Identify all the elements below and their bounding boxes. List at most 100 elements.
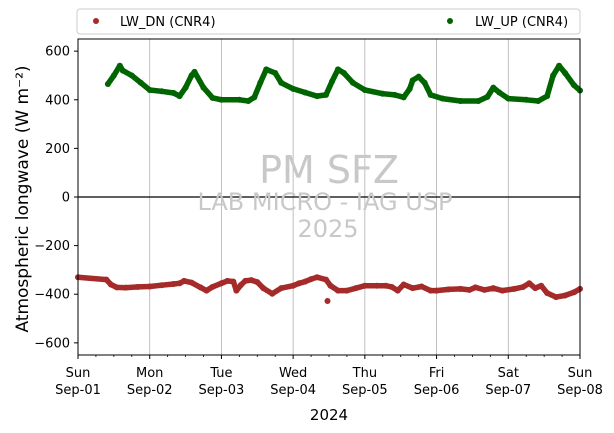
watermark-line-2: LAB MICRO - IAG USP [197, 188, 452, 216]
data-point [122, 284, 129, 291]
x-tick-label-day: Mon [136, 366, 163, 381]
data-point [418, 283, 425, 290]
data-point [520, 283, 527, 290]
data-point-outlier [324, 298, 331, 305]
data-point [490, 285, 497, 292]
data-point [481, 286, 488, 293]
data-point [278, 285, 285, 292]
x-tick-label-date: Sep-06 [414, 383, 460, 398]
data-point [334, 287, 341, 294]
x-tick-label-day: Sat [498, 366, 519, 381]
data-point [553, 294, 560, 301]
data-point [391, 91, 398, 98]
data-point [254, 279, 261, 286]
data-point [532, 285, 539, 292]
legend-box [76, 8, 581, 35]
data-point [103, 276, 110, 283]
data-point [176, 93, 183, 100]
data-point [230, 278, 237, 285]
data-point [496, 89, 503, 96]
data-point [526, 280, 533, 287]
data-point [556, 62, 563, 69]
data-point [296, 280, 303, 287]
data-point [251, 94, 258, 101]
data-point [427, 287, 434, 294]
data-point [421, 79, 428, 86]
data-point [182, 84, 189, 91]
data-point [233, 287, 240, 294]
data-point [218, 280, 225, 287]
data-point [433, 287, 440, 294]
data-point [472, 284, 479, 291]
data-point [349, 79, 356, 86]
data-point [409, 77, 416, 84]
data-point [308, 276, 315, 283]
data-point [352, 285, 359, 292]
x-tick-label-day: Fri [429, 366, 445, 381]
x-tick-label-date: Sep-01 [55, 383, 101, 398]
data-point [263, 66, 270, 73]
data-point [382, 282, 389, 289]
data-point [457, 97, 464, 104]
y-axis: −600 −400 −200 0 200 400 600 [34, 45, 78, 351]
data-point [107, 281, 114, 288]
legend-marker-lw-dn [93, 18, 99, 24]
x-tick-label-date: Sep-05 [342, 383, 388, 398]
x-tick-label-day: Wed [279, 366, 307, 381]
data-point [466, 286, 473, 293]
x-axis: Sun Sep-01 Mon Sep-02 Tue Sep-03 Wed Sep-04 Thu S… [55, 355, 603, 398]
data-point [445, 286, 452, 293]
legend: LW_DN (CNR4) LW_UP (CNR4) [76, 8, 581, 35]
x-tick-label-day: Tue [209, 366, 232, 381]
data-point [119, 67, 126, 74]
data-point [415, 73, 422, 80]
x-tick-label-date: Sep-04 [270, 383, 316, 398]
data-point [137, 79, 144, 86]
y-tick-label: −400 [34, 288, 70, 303]
series-lw-dn [75, 274, 583, 305]
data-point [439, 95, 446, 102]
y-tick-label: −200 [34, 239, 70, 254]
x-tick-label-date: Sep-07 [485, 383, 531, 398]
data-point [110, 72, 117, 79]
data-point [302, 89, 309, 96]
data-point [209, 94, 216, 101]
y-tick-label: −600 [34, 336, 70, 351]
data-point [505, 95, 512, 102]
data-point [562, 70, 569, 77]
data-point [328, 78, 335, 85]
data-point [237, 281, 244, 288]
y-tick-label: 0 [62, 191, 70, 206]
data-point [499, 287, 506, 294]
data-point [242, 277, 249, 284]
x-tick-label-day: Sun [568, 366, 593, 381]
legend-marker-lw-up [447, 18, 453, 24]
data-point [490, 84, 497, 91]
data-point [379, 90, 386, 97]
data-point [197, 284, 204, 291]
data-point [200, 84, 207, 91]
x-tick-label-day: Thu [352, 366, 377, 381]
data-point [400, 281, 407, 288]
y-tick-label: 400 [45, 93, 70, 108]
series-layer [75, 62, 583, 305]
data-point [245, 97, 252, 104]
data-point [176, 280, 183, 287]
data-point [511, 285, 518, 292]
data-point [361, 87, 368, 94]
data-point [535, 97, 542, 104]
x-axis-title: 2024 [310, 406, 348, 424]
data-point [550, 72, 557, 79]
watermark: PM SFZ LAB MICRO - IAG USP 2025 [197, 148, 452, 243]
y-tick-label: 600 [45, 45, 70, 60]
data-point [260, 285, 267, 292]
data-point [146, 87, 153, 94]
data-point [248, 277, 255, 284]
data-point [406, 85, 413, 92]
data-point [571, 82, 578, 89]
watermark-line-1: PM SFZ [259, 148, 399, 192]
data-point [224, 277, 231, 284]
y-axis-title-text: Atmospheric longwave (W m⁻²) [13, 65, 33, 332]
data-point [290, 282, 297, 289]
legend-label-lw-dn: LW_DN (CNR4) [120, 15, 216, 30]
